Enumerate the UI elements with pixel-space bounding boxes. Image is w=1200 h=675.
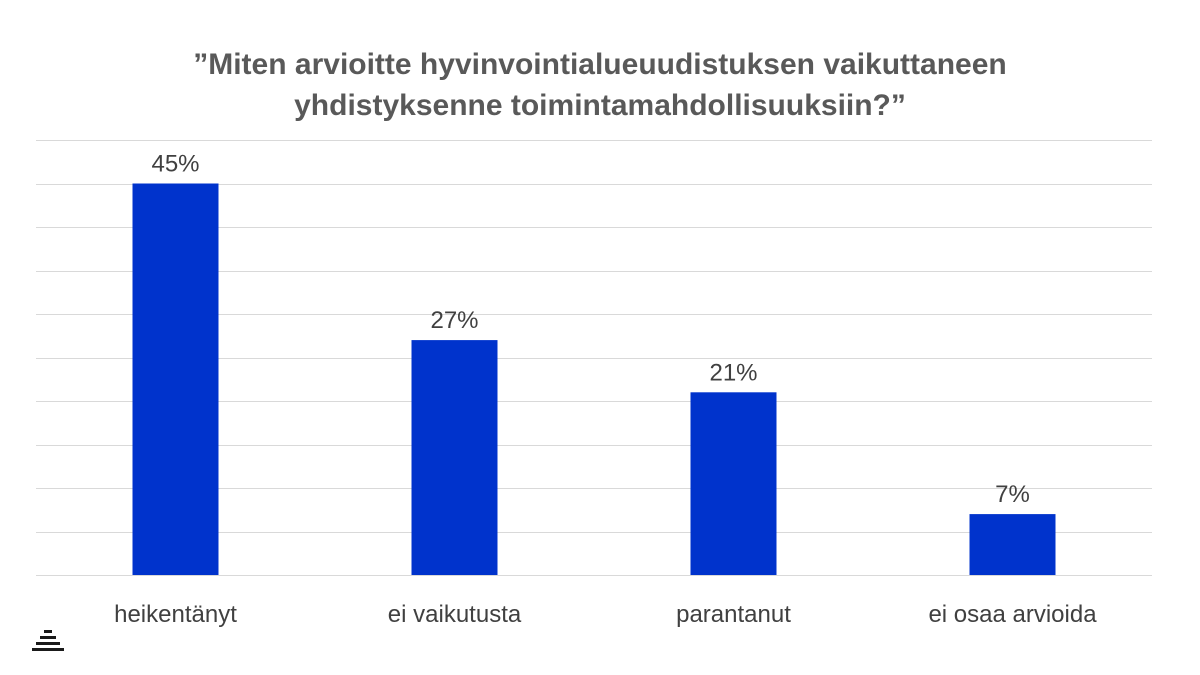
data-label-4: 7% — [995, 481, 1030, 508]
bar-2 — [411, 340, 498, 575]
bar-3 — [690, 392, 777, 575]
chart-title-line-2: yhdistyksenne toimintamahdollisuuksiin?” — [294, 89, 906, 122]
chart-title: ”Miten arvioitte hyvinvointialueuudistuk… — [0, 44, 1200, 126]
data-label-2: 27% — [430, 307, 478, 334]
data-label-1: 45% — [151, 151, 199, 178]
logo-icon — [32, 630, 64, 651]
chart-title-line-1: ”Miten arvioitte hyvinvointialueuudistuk… — [193, 48, 1007, 81]
bar-4 — [969, 514, 1056, 575]
category-label-1: heikentänyt — [114, 601, 237, 628]
category-label-3: parantanut — [676, 601, 791, 628]
data-label-3: 21% — [709, 359, 757, 386]
category-label-4: ei osaa arvioida — [928, 601, 1097, 628]
bar-1 — [132, 183, 219, 575]
category-label-2: ei vaikutusta — [388, 601, 522, 628]
